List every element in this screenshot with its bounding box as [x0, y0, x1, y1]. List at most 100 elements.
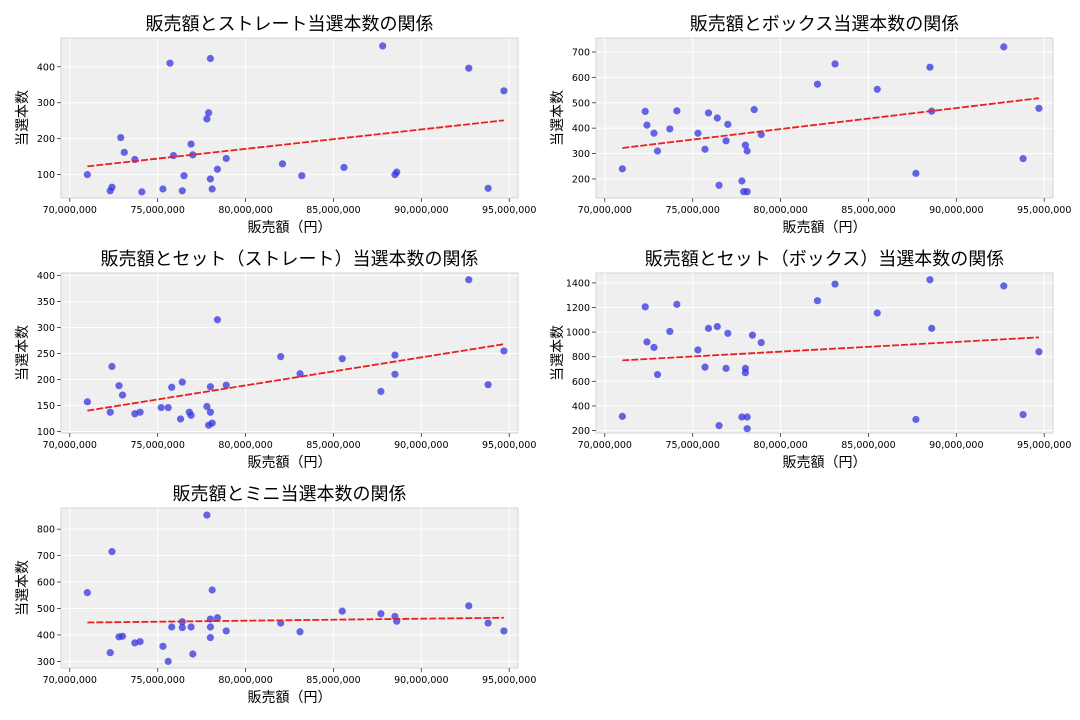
data-point [159, 642, 167, 650]
chart-panel-2: 70,000,000 75,000,000 80,000,000 85,000,000… [550, 14, 1071, 236]
y-tick-label: 800 [572, 352, 590, 363]
x-tick-label: 75,000,000 [665, 205, 719, 216]
data-point [831, 280, 839, 288]
x-tick-label: 70,000,000 [578, 205, 632, 216]
data-point [738, 177, 746, 185]
plot-area [595, 37, 1054, 199]
data-point [208, 185, 216, 193]
data-point [338, 355, 346, 363]
data-point [338, 607, 346, 615]
data-point [108, 362, 116, 371]
data-point [641, 303, 649, 311]
data-point [205, 109, 213, 117]
data-point [108, 548, 116, 556]
x-tick-label: 80,000,000 [753, 205, 807, 216]
data-point [650, 343, 658, 352]
y-axis-label: 当選本数 [15, 90, 31, 146]
data-point [106, 408, 114, 416]
x-tick-label: 95,000,000 [482, 205, 536, 216]
data-point [157, 403, 165, 412]
data-point [178, 378, 186, 386]
trend-line [87, 616, 504, 624]
data-point [724, 120, 732, 128]
data-point [465, 602, 473, 610]
data-point [136, 637, 144, 646]
data-point [178, 623, 186, 632]
data-point [169, 151, 178, 160]
data-point [203, 511, 211, 519]
trend-line [87, 343, 505, 412]
data-point [618, 165, 626, 173]
trend-line [622, 97, 1040, 149]
x-tick-label: 70,000,000 [43, 675, 97, 686]
data-point [208, 586, 216, 594]
data-point [741, 141, 750, 149]
x-tick-label: 85,000,000 [841, 205, 895, 216]
y-tick-label: 600 [572, 73, 590, 84]
data-point [873, 309, 881, 317]
y-tick-label: 1400 [566, 278, 590, 289]
data-point [222, 154, 230, 163]
x-tick-label: 95,000,000 [482, 440, 536, 451]
data-point [653, 370, 662, 379]
data-point [1019, 410, 1027, 419]
x-tick-label: 75,000,000 [665, 440, 719, 451]
data-point [1035, 348, 1043, 356]
chart-panel-1: 70,000,000 75,000,000 80,000,000 85,000,000… [15, 14, 536, 236]
y-tick-label: 350 [37, 297, 55, 308]
y-axis-label: 当選本数 [550, 90, 566, 146]
data-point [750, 106, 758, 114]
y-tick-label: 100 [37, 170, 55, 181]
x-tick-label: 95,000,000 [482, 675, 536, 686]
data-point [701, 363, 709, 371]
data-point [748, 331, 757, 339]
data-point [176, 415, 185, 423]
data-point [213, 165, 222, 173]
data-point [722, 364, 730, 372]
x-tick-label: 95,000,000 [1017, 440, 1071, 451]
x-tick-label: 70,000,000 [578, 440, 632, 451]
data-point [206, 623, 215, 631]
y-axis-label: 当選本数 [15, 560, 31, 616]
data-point [650, 129, 658, 137]
data-point [277, 353, 285, 361]
data-point [653, 147, 662, 155]
y-tick-label: 250 [37, 349, 55, 360]
data-point [1019, 155, 1027, 163]
x-axis-label: 販売額（円） [783, 220, 867, 236]
data-point [391, 370, 399, 378]
y-tick-label: 300 [37, 323, 55, 334]
data-point [164, 403, 172, 412]
y-tick-label: 100 [37, 427, 55, 438]
data-point [189, 650, 197, 658]
data-point [168, 623, 176, 631]
x-tick-label: 70,000,000 [43, 440, 97, 451]
data-point [206, 54, 215, 63]
x-tick-label: 80,000,000 [218, 440, 272, 451]
data-point [738, 413, 746, 421]
x-axis-label: 販売額（円） [248, 220, 332, 236]
trend-line [622, 336, 1039, 362]
data-point [187, 623, 195, 631]
x-tick-label: 90,000,000 [929, 205, 983, 216]
trend-line [87, 119, 505, 168]
data-point [203, 115, 211, 123]
data-point [298, 172, 306, 180]
y-tick-label: 800 [37, 525, 55, 536]
data-point [206, 383, 215, 391]
data-point [206, 633, 215, 642]
data-point [500, 347, 508, 355]
chart-panel-4: 70,000,000 75,000,000 80,000,000 85,000,000… [550, 249, 1071, 471]
chart-title: 販売額とセット（ストレート）当選本数の関係 [101, 249, 479, 270]
y-tick-label: 500 [37, 604, 55, 615]
data-point [108, 183, 116, 191]
data-point [484, 381, 492, 389]
y-tick-label: 600 [37, 578, 55, 589]
data-point [379, 42, 387, 50]
y-tick-label: 300 [572, 149, 590, 160]
data-point [722, 137, 730, 145]
data-point [187, 411, 195, 419]
data-point [138, 188, 146, 196]
y-tick-label: 200 [572, 426, 590, 437]
chart-title: 販売額とミニ当選本数の関係 [173, 484, 407, 505]
